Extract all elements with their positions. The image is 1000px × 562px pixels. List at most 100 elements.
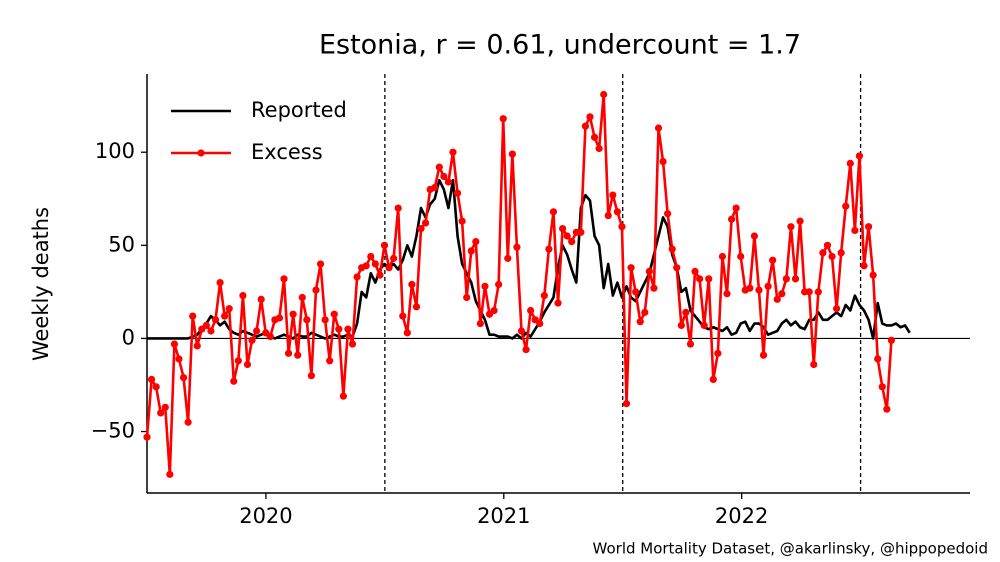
data-point — [737, 252, 745, 261]
data-point — [248, 336, 256, 344]
data-point — [869, 271, 877, 279]
data-point — [709, 375, 717, 384]
data-point — [833, 305, 841, 313]
data-point — [600, 90, 608, 99]
data-point — [810, 360, 818, 369]
data-point — [723, 290, 731, 298]
legend-marker — [197, 149, 205, 157]
data-point — [444, 178, 453, 186]
data-point — [796, 217, 804, 225]
data-point — [627, 264, 635, 272]
data-point — [846, 159, 854, 167]
data-point — [408, 280, 416, 289]
data-point — [403, 329, 411, 337]
data-point — [581, 122, 590, 130]
data-point — [225, 305, 233, 313]
data-point — [686, 340, 695, 348]
data-point — [312, 286, 320, 294]
data-point — [344, 325, 352, 333]
data-point — [650, 284, 658, 292]
data-point — [362, 262, 370, 270]
data-point — [823, 241, 832, 249]
data-point — [339, 392, 347, 400]
data-point — [828, 252, 836, 261]
data-point — [727, 215, 736, 223]
data-point — [645, 267, 653, 275]
data-point — [636, 318, 644, 326]
series-line — [147, 178, 911, 340]
data-point — [664, 210, 672, 218]
y-tick-label: −50 — [91, 419, 135, 443]
y-tick-label: 100 — [95, 139, 135, 163]
data-point — [243, 360, 252, 369]
data-point — [604, 211, 612, 220]
data-point — [677, 321, 685, 329]
legend-label: Reported — [251, 98, 347, 122]
data-point — [540, 292, 548, 300]
data-point — [184, 418, 192, 426]
data-point — [545, 245, 553, 253]
data-point — [147, 375, 156, 384]
data-point — [399, 312, 407, 320]
data-point — [467, 247, 475, 255]
data-point — [417, 224, 425, 233]
data-point — [394, 204, 402, 212]
data-point — [622, 400, 631, 408]
data-point — [335, 325, 343, 333]
data-point — [513, 243, 521, 251]
data-point — [239, 292, 247, 300]
data-point — [659, 157, 667, 166]
data-point — [275, 314, 284, 322]
data-point — [143, 433, 151, 441]
data-point — [668, 245, 676, 253]
data-point — [330, 310, 338, 318]
data-point — [499, 115, 507, 123]
data-point — [536, 319, 544, 328]
data-point — [421, 219, 430, 227]
data-point — [157, 409, 165, 417]
data-point — [568, 238, 576, 246]
data-point — [481, 282, 489, 290]
data-point — [348, 340, 357, 348]
data-point — [211, 316, 220, 324]
data-point — [874, 355, 882, 363]
data-point — [385, 264, 393, 272]
source-note: World Mortality Dataset, @akarlinsky, @h… — [593, 540, 988, 558]
data-point — [303, 316, 311, 324]
data-point — [855, 152, 864, 160]
data-point — [819, 249, 827, 257]
data-point — [440, 172, 448, 181]
data-point — [166, 470, 174, 478]
data-point — [764, 282, 772, 290]
data-point — [791, 275, 800, 283]
data-point — [230, 377, 238, 385]
data-point — [787, 223, 795, 231]
data-point — [472, 238, 480, 246]
data-point — [412, 303, 421, 311]
data-point — [595, 144, 603, 153]
data-point — [316, 260, 325, 268]
data-point — [289, 310, 297, 318]
x-tick-label: 2020 — [239, 504, 292, 528]
data-point — [746, 284, 754, 292]
data-point — [883, 405, 891, 413]
data-point — [522, 346, 530, 354]
data-point — [673, 264, 681, 272]
data-point — [321, 316, 329, 324]
data-point — [878, 383, 886, 391]
x-tick-label: 2021 — [477, 504, 530, 528]
data-point — [463, 293, 471, 302]
data-point — [449, 148, 457, 156]
data-point — [695, 275, 704, 283]
data-point — [234, 357, 242, 365]
data-point — [860, 262, 868, 270]
data-point — [490, 306, 498, 315]
data-point — [732, 204, 740, 212]
data-point — [549, 208, 558, 216]
data-point — [495, 280, 503, 289]
data-point — [326, 357, 334, 365]
data-point — [257, 295, 265, 303]
data-point — [851, 226, 859, 235]
